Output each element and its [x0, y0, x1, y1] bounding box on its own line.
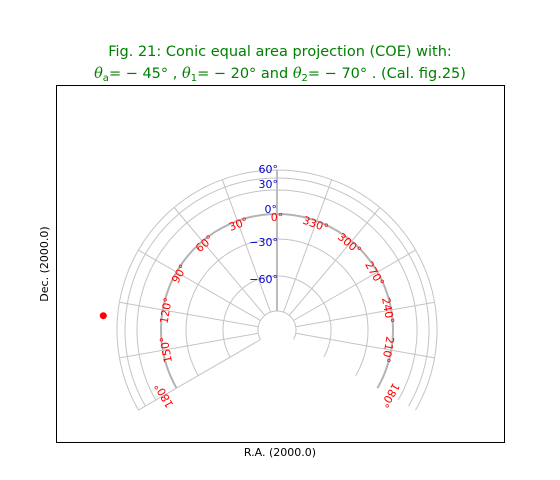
- theta-sub: a: [103, 73, 109, 84]
- meridian-line: [221, 179, 271, 313]
- theta-a-value: = − 45° ,: [109, 66, 182, 82]
- plot-frame: [56, 85, 505, 443]
- dec-tick-label: 0°: [265, 203, 278, 216]
- meridian-line: [288, 207, 381, 316]
- meridian-line: [295, 332, 435, 359]
- meridian-line: [295, 301, 435, 328]
- meridian-line: [283, 179, 333, 313]
- ra-tick-label: 0°: [271, 211, 284, 224]
- theta-symbol: θ: [293, 66, 302, 82]
- dec-tick-label: −60°: [249, 273, 278, 286]
- x-axis-label: R.A. (2000.0): [244, 446, 316, 459]
- theta-sub: 1: [191, 73, 197, 84]
- meridian-line: [119, 332, 259, 359]
- chart-title-line2: θa= − 45° , θ1= − 20° and θ2= − 70° . (C…: [94, 66, 466, 84]
- ra-tick-label: 210°: [379, 335, 396, 363]
- theta-2-value: = − 70° . (Cal. fig.25): [308, 66, 466, 82]
- dec-tick-label: 30°: [259, 178, 279, 191]
- dec-tick-label: −30°: [249, 236, 278, 249]
- ra-tick-label: 120°: [158, 296, 175, 324]
- ra-tick-label: 150°: [157, 335, 174, 363]
- meridian-line: [119, 301, 259, 328]
- y-axis-label: Dec. (2000.0): [38, 226, 51, 301]
- meridian-line: [138, 249, 261, 321]
- meridian-line: [293, 249, 416, 321]
- meridian-line: [173, 207, 266, 316]
- ra-tick-label: 30°: [227, 215, 250, 234]
- marker-point: [99, 312, 107, 320]
- theta-symbol: θ: [94, 66, 103, 82]
- meridian-line: [138, 339, 261, 411]
- dec-tick-label: 60°: [259, 163, 279, 176]
- graticule: [99, 169, 438, 411]
- theta-1-value: = − 20° and: [197, 66, 293, 82]
- chart-title-line1: Fig. 21: Conic equal area projection (CO…: [108, 44, 452, 60]
- theta-symbol: θ: [182, 66, 191, 82]
- theta-sub: 2: [302, 73, 308, 84]
- ra-tick-label: 240°: [379, 296, 396, 324]
